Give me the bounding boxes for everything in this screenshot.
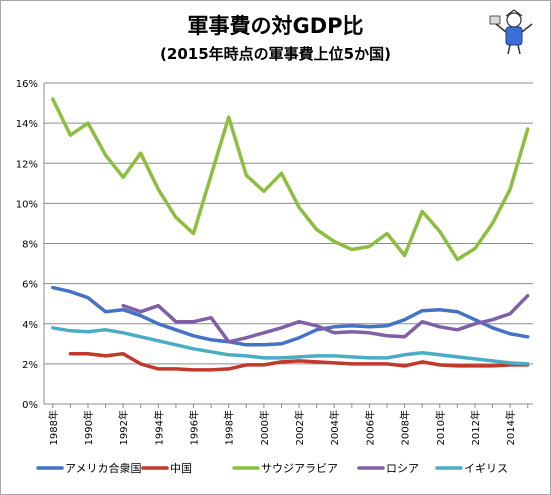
x-tick-label: 2010年 xyxy=(434,410,447,445)
y-tick-label: 10% xyxy=(16,199,38,210)
legend-label: サウジアラビア xyxy=(261,462,338,475)
series-line xyxy=(51,326,530,366)
x-tick-label: 1992年 xyxy=(117,410,130,445)
series-line xyxy=(51,285,530,347)
x-tick-label: 2014年 xyxy=(504,410,517,445)
y-tick-label: 12% xyxy=(16,159,38,170)
x-tick-label: 2000年 xyxy=(258,410,271,445)
x-tick-label: 2006年 xyxy=(363,410,376,445)
legend-label: イギリス xyxy=(464,462,508,475)
legend: アメリカ合衆国 中国 サウジアラビア ロシア イギリス xyxy=(36,461,508,475)
series-lines xyxy=(51,97,530,372)
chart-title: 軍事費の対GDP比 xyxy=(187,14,364,38)
y-tick-label: 14% xyxy=(16,119,38,130)
legend-label: アメリカ合衆国 xyxy=(65,461,141,475)
gridlines xyxy=(44,82,533,365)
x-tick-label: 1994年 xyxy=(152,410,165,445)
legend-label: ロシア xyxy=(386,462,419,475)
x-tick-label: 2002年 xyxy=(293,410,306,445)
series-line xyxy=(68,352,530,372)
series-line xyxy=(51,97,530,262)
y-tick-label: 4% xyxy=(22,320,38,331)
axis-lines xyxy=(43,83,533,405)
x-tick-label: 2004年 xyxy=(328,410,341,445)
x-tick-label: 1990年 xyxy=(82,410,95,445)
y-tick-label: 6% xyxy=(22,280,38,291)
y-tick-label: 2% xyxy=(22,360,38,371)
y-axis-ticks: 0% 2% 4% 6% 8% 10% 12% 14% 16% xyxy=(16,79,38,411)
chart-subtitle: (2015年時点の軍事費上位5か国) xyxy=(160,45,391,63)
mascot-logo xyxy=(489,9,533,55)
x-axis-ticks: 1988年 1990年 1992年 1994年 1996年 1998年 2000年 2002年… xyxy=(47,404,529,445)
y-tick-label: 0% xyxy=(22,400,38,411)
x-tick-label: 2012年 xyxy=(469,410,482,445)
x-tick-label: 1988年 xyxy=(47,410,60,445)
x-tick-label: 1996年 xyxy=(188,410,201,445)
y-tick-label: 16% xyxy=(16,79,38,90)
x-tick-label: 1998年 xyxy=(223,410,236,445)
y-tick-label: 8% xyxy=(22,240,38,251)
x-tick-label: 2008年 xyxy=(399,410,412,445)
legend-label: 中国 xyxy=(170,462,192,475)
series-line xyxy=(121,293,530,344)
